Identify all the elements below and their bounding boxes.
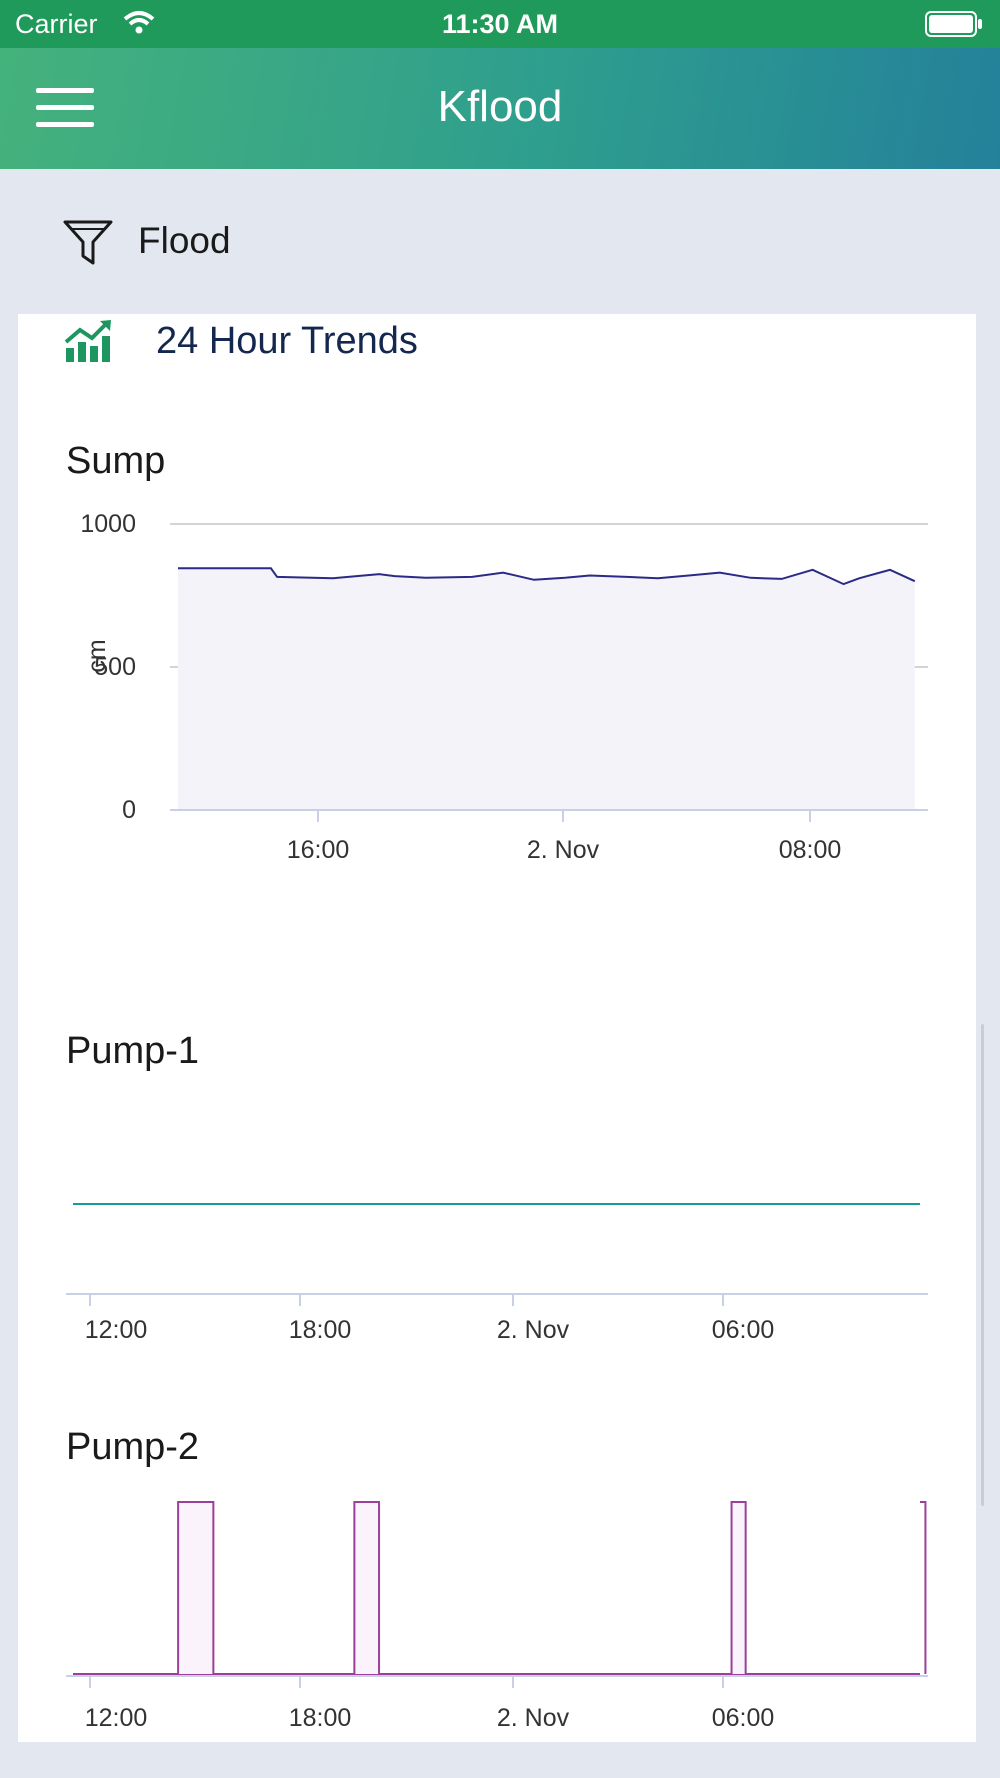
filter-label: Flood [138, 220, 231, 261]
menu-icon-bar [36, 105, 94, 110]
pump2-on-period [731, 1502, 746, 1674]
sump-chart-title: Sump [66, 440, 166, 482]
sump-chart: 0 500 1000 16:00 2. Nov 08:00 cm [80, 510, 928, 864]
pump2-series-line [920, 1501, 927, 1674]
sump-series-line [178, 567, 916, 586]
pump2-x-tick-label: 12:00 [85, 1704, 148, 1732]
pump1-x-tick-label: 06:00 [712, 1316, 775, 1344]
pump2-on-period [354, 1502, 380, 1674]
trends-card: 24 Hour Trends Sump 0 500 1000 16:00 2. Nov… [18, 314, 984, 1742]
status-bar: Carrier 11:30 AM [0, 0, 1000, 48]
sump-x-tick-label: 2. Nov [527, 836, 600, 864]
pump2-x-tick-label: 2. Nov [497, 1704, 570, 1732]
trends-title: 24 Hour Trends [156, 320, 418, 362]
pump2-on-period [178, 1502, 214, 1674]
sump-x-tick-label: 08:00 [779, 836, 842, 864]
pump1-chart: 12:00 18:00 2. Nov 06:00 [66, 1203, 928, 1344]
pump2-chart-title: Pump-2 [66, 1426, 200, 1468]
pump2-series-line [177, 1501, 215, 1674]
sump-y-tick-label: 1000 [80, 510, 136, 538]
pump2-x-tick-label: 06:00 [712, 1704, 775, 1732]
app-title: Kflood [437, 82, 563, 131]
pump1-x-tick-label: 2. Nov [497, 1316, 570, 1344]
pump2-series-line [353, 1501, 381, 1674]
menu-button[interactable] [36, 88, 94, 132]
pump1-chart-title: Pump-1 [66, 1030, 200, 1072]
sump-y-axis-label: cm [83, 639, 111, 672]
trending-chart-icon [64, 320, 111, 362]
pump2-series-line [730, 1501, 747, 1674]
sump-x-tick-label: 16:00 [287, 836, 350, 864]
pump2-x-tick-label: 18:00 [289, 1704, 352, 1732]
scrollbar[interactable] [981, 1024, 984, 1506]
sump-area [178, 568, 915, 810]
pump1-x-tick-label: 12:00 [85, 1316, 148, 1344]
pump2-chart: 12:00 18:00 2. Nov 06:00 [66, 1501, 928, 1732]
app-header: Kflood [0, 48, 1000, 169]
sump-y-tick-label: 500 [94, 653, 136, 681]
menu-icon-bar [36, 88, 94, 93]
filter-icon [63, 220, 113, 265]
pump1-x-tick-label: 18:00 [289, 1316, 352, 1344]
clock: 11:30 AM [441, 9, 559, 39]
sump-y-tick-label: 0 [122, 796, 136, 824]
carrier-label: Carrier [15, 9, 98, 39]
battery-icon [925, 11, 982, 37]
menu-icon-bar [36, 122, 94, 127]
wifi-icon [123, 11, 155, 34]
